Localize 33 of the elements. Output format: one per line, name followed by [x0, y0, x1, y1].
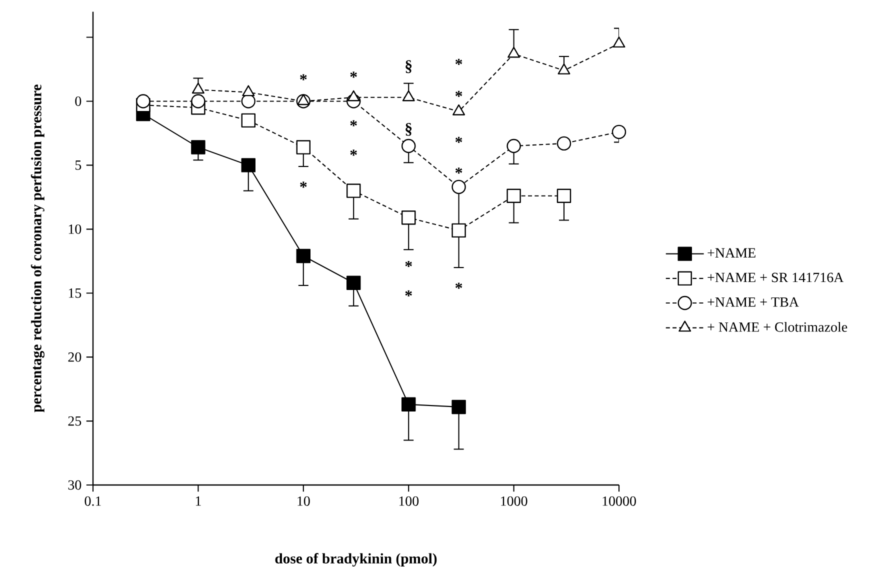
annotation: *: [455, 58, 462, 65]
y-tick-label: 0: [75, 96, 82, 106]
annotation: *: [405, 290, 412, 296]
x-tick-label: 10000: [602, 496, 636, 506]
annotation: *: [455, 282, 462, 289]
annotation: *: [300, 74, 307, 80]
y-tick-label: 5: [75, 160, 82, 170]
annotation: *: [455, 168, 462, 174]
x-tick-label: 10: [298, 496, 310, 506]
annotation: *: [350, 150, 357, 156]
y-tick-label: 10: [68, 224, 82, 234]
legend-label: +NAME + TBA: [708, 297, 799, 307]
annotation: *: [350, 72, 357, 78]
y-tick-label: 25: [68, 416, 82, 426]
annotation: *: [455, 90, 462, 97]
annotation: *: [405, 260, 412, 268]
y-tick-label: 20: [68, 352, 82, 362]
annotation: §: [406, 60, 412, 74]
x-tick-label: 100: [399, 496, 419, 506]
annotation: *: [300, 182, 307, 188]
annotation: *: [350, 120, 357, 126]
legend-label: +NAME + SR 141716A: [708, 272, 844, 282]
x-tick-label: 0.1: [84, 496, 101, 506]
x-tick-label: 1000: [501, 496, 528, 506]
x-axis-title: dose of bradykinin (pmol): [275, 553, 437, 567]
legend-label: +NAME: [708, 248, 756, 258]
y-axis-title: percentage reduction of coronary perfusion pressure: [30, 84, 44, 412]
y-tick-label: 15: [68, 288, 82, 298]
y-tick-label: 30: [68, 480, 82, 490]
legend-label: + NAME + Clotrimazole: [708, 322, 848, 332]
annotation: *: [455, 136, 462, 143]
x-tick-label: 1: [196, 496, 201, 506]
annotation: §: [406, 122, 412, 136]
